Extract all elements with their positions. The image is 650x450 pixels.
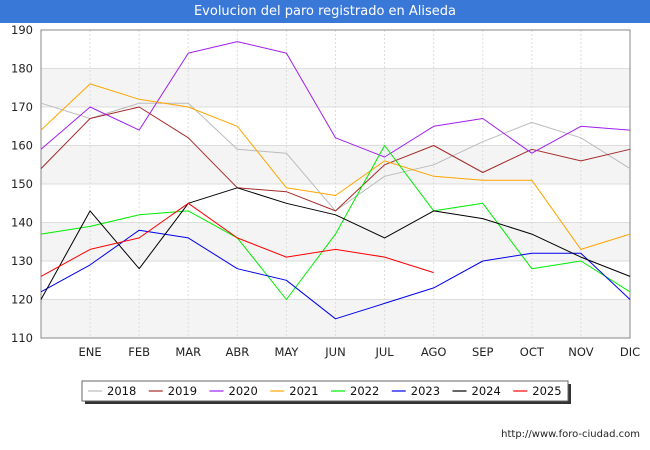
legend-label-2019: 2019 — [168, 384, 197, 398]
y-tick-label: 110 — [11, 331, 33, 345]
legend-box — [81, 380, 569, 402]
x-tick-label: ABR — [225, 345, 249, 359]
x-tick-label: MAY — [274, 345, 299, 359]
series-line-2024 — [40, 187, 631, 300]
legend-label-2020: 2020 — [229, 384, 258, 398]
y-tick-label: 120 — [11, 293, 33, 307]
y-tick-label: 140 — [11, 216, 33, 230]
x-tick-label: ENE — [79, 345, 102, 359]
x-tick-label: FEB — [128, 345, 150, 359]
y-tick-label: 170 — [11, 100, 33, 114]
x-tick-label: MAR — [175, 345, 201, 359]
x-tick-label: JUL — [374, 345, 394, 359]
y-tick-label: 150 — [11, 177, 33, 191]
series-line-2021 — [40, 83, 631, 250]
x-tick-label: AGO — [421, 345, 447, 359]
legend-label-2025: 2025 — [532, 384, 561, 398]
legend-label-2022: 2022 — [350, 384, 379, 398]
legend-label-2018: 2018 — [107, 384, 136, 398]
y-tick-label: 180 — [11, 62, 33, 76]
legend: 2018 2019 2020 2021 2022 2023 2024 2025 — [81, 380, 571, 404]
x-tick-label: SEP — [472, 345, 494, 359]
axes — [40, 29, 631, 339]
x-tick-label: JUN — [324, 345, 345, 359]
x-tick-labels: ENE FEB MAR ABR MAY JUN JUL AGO SEP OCT NOV DIC — [79, 345, 641, 359]
series-line-2023 — [40, 229, 631, 320]
x-tick-label: OCT — [520, 345, 545, 359]
series-lines — [40, 41, 631, 320]
legend-label-2024: 2024 — [472, 384, 501, 398]
x-tick-label: NOV — [568, 345, 593, 359]
plot-frame — [40, 29, 631, 339]
y-tick-label: 190 — [11, 23, 33, 37]
x-tick-label: DIC — [620, 345, 640, 359]
series-line-2025 — [40, 202, 434, 277]
y-tick-labels: 110 120 130 140 150 160 170 180 190 — [11, 23, 33, 345]
series-line-2019 — [40, 106, 631, 212]
series-line-2020 — [40, 41, 631, 158]
legend-label-2021: 2021 — [289, 384, 318, 398]
series-line-2022 — [40, 145, 631, 300]
legend-label-2023: 2023 — [411, 384, 440, 398]
footer-url: http://www.foro-ciudad.com — [501, 429, 640, 440]
y-tick-label: 160 — [11, 139, 33, 153]
chart-title: Evolucion del paro registrado en Aliseda — [0, 0, 650, 23]
y-tick-label: 130 — [11, 254, 33, 268]
